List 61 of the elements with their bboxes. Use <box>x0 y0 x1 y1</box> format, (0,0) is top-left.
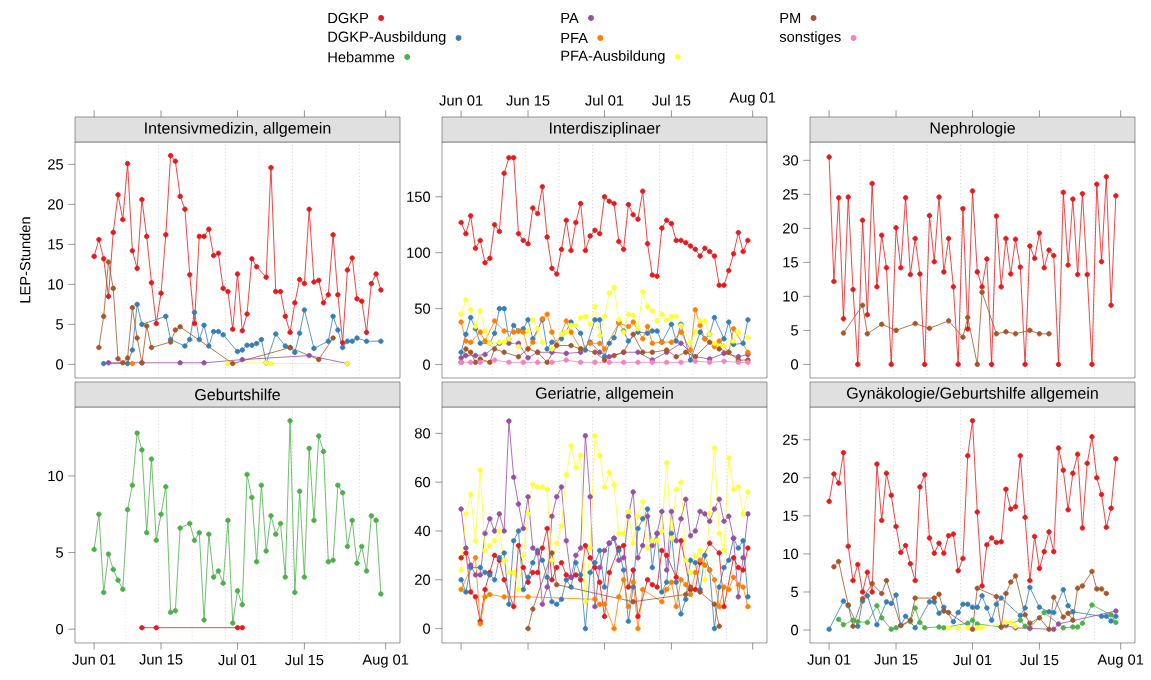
chart-title: Gynäkologie/Geburtshilfe allgemein <box>847 387 1098 402</box>
legend-label: DGKP <box>328 12 369 24</box>
y-tick-label: 0 <box>791 624 799 636</box>
y-tick-label: 5 <box>791 586 798 598</box>
y-tick-label: 5 <box>56 319 63 330</box>
x-tick-label: Aug 01 <box>729 92 776 106</box>
y-tick-label: 0 <box>423 359 431 370</box>
y-tick-label: 15 <box>783 510 798 521</box>
x-tick-label: Aug 01 <box>362 654 409 668</box>
x-tick-label: Jun 15 <box>506 95 550 106</box>
x-tick-label: Jun 01 <box>72 654 116 665</box>
chart-title: Geriatrie, allgemein <box>535 387 673 402</box>
x-tick-label: Jul 15 <box>285 654 324 666</box>
y-tick-label: 0 <box>56 624 64 635</box>
y-tick-label: 15 <box>48 239 63 250</box>
x-tick-label: Jul 01 <box>585 94 624 106</box>
chart-title: Interdisziplinaer <box>549 122 661 137</box>
x-tick-label: Jul 01 <box>218 654 257 666</box>
x-tick-label: Jun 01 <box>439 95 483 106</box>
y-tick-label: 10 <box>48 470 64 482</box>
legend-label: DGKP-Ausbildung <box>328 31 446 45</box>
y-tick-label: 30 <box>782 155 799 166</box>
y-tick-label: 10 <box>783 291 799 302</box>
x-tick-label: Jun 15 <box>139 654 183 665</box>
y-tick-label: 0 <box>56 359 64 370</box>
x-tick-label: Aug 01 <box>1097 654 1144 668</box>
y-tick-label: 0 <box>423 623 431 634</box>
y-tick-label: 10 <box>783 548 799 560</box>
chart-title: Geburtshilfe <box>195 388 280 401</box>
x-tick-label: Jul 01 <box>953 654 992 666</box>
x-tick-label: Jul 15 <box>1020 654 1059 666</box>
y-tick-label: 80 <box>414 428 431 439</box>
y-axis-title: LEP-Stunden <box>19 217 31 303</box>
legend-label: PFA-Ausbildung <box>561 50 665 64</box>
y-tick-label: 0 <box>791 359 799 370</box>
y-tick-label: 150 <box>407 191 431 202</box>
legend-label: PFA <box>561 32 588 44</box>
y-tick-label: 15 <box>783 257 798 268</box>
y-tick-label: 100 <box>407 247 431 258</box>
legend-label: Hebamme <box>328 51 395 63</box>
y-tick-label: 60 <box>415 476 431 488</box>
legend-label: sonstiges <box>779 31 841 45</box>
y-tick-label: 50 <box>414 303 431 314</box>
y-tick-label: 25 <box>783 434 798 445</box>
y-tick-label: 25 <box>48 159 63 170</box>
y-tick-label: 5 <box>56 547 63 558</box>
y-tick-label: 10 <box>48 279 64 290</box>
chart-title: Intensivmedizin, allgemein <box>145 122 331 137</box>
chart-title: Nephrologie <box>930 122 1015 137</box>
y-tick-label: 20 <box>783 472 799 483</box>
y-tick-label: 5 <box>791 325 798 336</box>
legend-label: PM <box>780 12 801 24</box>
legend-label: PA <box>561 12 579 24</box>
x-tick-label: Jul 15 <box>652 94 691 106</box>
y-tick-label: 20 <box>48 199 64 210</box>
x-tick-label: Jun 01 <box>807 654 851 665</box>
y-tick-label: 25 <box>783 189 798 200</box>
y-tick-label: 20 <box>783 223 799 234</box>
x-tick-label: Jun 15 <box>874 654 918 665</box>
y-tick-label: 20 <box>415 574 431 585</box>
y-tick-label: 40 <box>414 525 431 537</box>
